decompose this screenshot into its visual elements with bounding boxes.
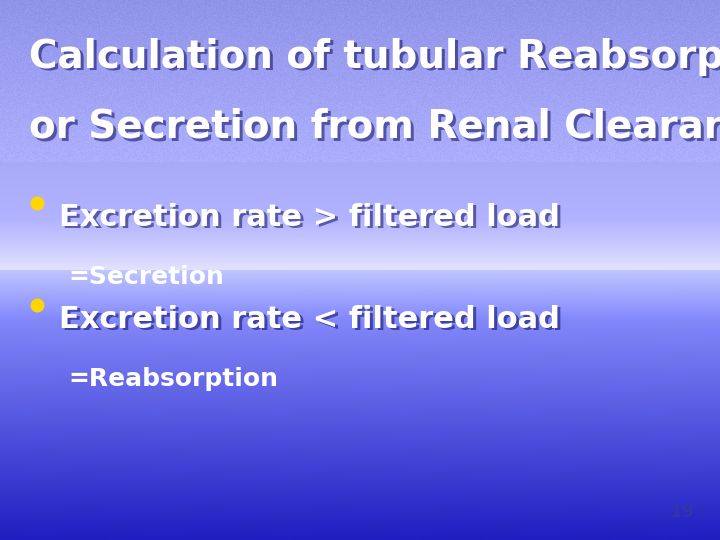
Text: Calculation of tubular Reabsorption: Calculation of tubular Reabsorption (29, 38, 720, 76)
Text: Excretion rate < filtered load: Excretion rate < filtered load (59, 305, 560, 334)
Text: =Reabsorption: =Reabsorption (68, 367, 279, 391)
Text: Excretion rate < filtered load: Excretion rate < filtered load (62, 307, 563, 336)
Text: Excretion rate > filtered load: Excretion rate > filtered load (59, 202, 560, 232)
Text: =Secretion: =Secretion (68, 265, 224, 288)
Text: 19: 19 (670, 503, 695, 521)
Text: Excretion rate > filtered load: Excretion rate > filtered load (62, 205, 563, 234)
Text: or Secretion from Renal Clearance: or Secretion from Renal Clearance (32, 110, 720, 148)
Text: Calculation of tubular Reabsorption: Calculation of tubular Reabsorption (32, 40, 720, 78)
Text: or Secretion from Renal Clearance: or Secretion from Renal Clearance (29, 108, 720, 146)
